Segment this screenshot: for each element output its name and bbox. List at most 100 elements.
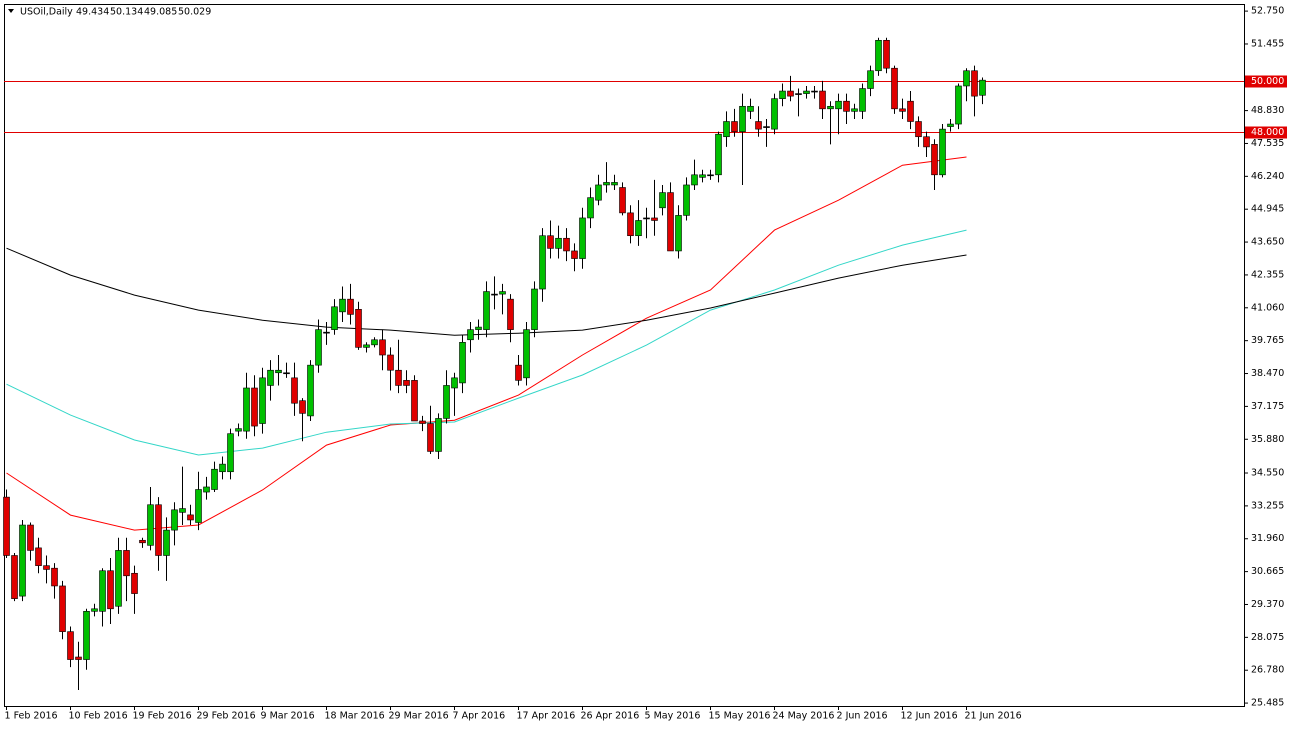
candle-body [43,565,50,570]
candle-body [627,212,634,237]
y-tick-label: 42.355 [1251,269,1284,280]
y-tick-label: 29.370 [1251,599,1284,610]
candle-body [27,524,34,551]
candle-body [187,514,194,521]
candle-body [467,329,474,341]
moving-average [6,229,967,456]
candle-body [571,250,578,259]
candle-body [107,570,114,610]
candle-body [699,174,706,178]
candle-body [931,144,938,176]
candle-body [11,555,18,599]
candle-body [539,235,546,290]
price-level-tag [1245,126,1287,139]
y-tick-label: 25.485 [1251,698,1284,709]
candle-body [651,217,658,221]
candle-body [811,90,818,93]
candle-body [739,105,746,132]
candle-body [907,100,914,122]
candle-body [147,504,154,546]
candle-body [923,136,930,148]
candle-body [939,128,946,176]
candle-body [635,220,642,237]
candle-body [83,611,90,660]
candle-body [979,79,986,96]
price-level-label: 50.000 [1251,76,1284,87]
candle-body [723,121,730,138]
candle-body [555,237,562,249]
candle-body [35,547,42,566]
y-tick-label: 37.175 [1251,401,1284,412]
candle-body [859,88,866,112]
y-tick-label: 47.535 [1251,138,1284,149]
candle-body [563,237,570,252]
candle-body [395,369,402,386]
candle-body [371,339,378,346]
candle-body [619,187,626,214]
candle-body [707,174,714,177]
candle-body [195,489,202,523]
header: USOil,Daily 49.434 50.134 49.085 50.029 [20,7,211,18]
candle-body [475,326,482,330]
y-tick-label: 39.765 [1251,335,1284,346]
candle-body [179,508,186,513]
candle-body [611,182,618,186]
candle-body [803,90,810,94]
y-tick-label: 34.550 [1251,468,1284,479]
candle-body [283,372,290,375]
y-tick-label: 48.830 [1251,105,1284,116]
candle-body [795,93,802,95]
candle-body [915,121,922,138]
candle-body [459,342,466,384]
x-tick-label: 29 Feb 2016 [197,711,256,722]
x-tick-label: 24 May 2016 [773,711,835,722]
candle-body [595,184,602,201]
y-tick-label: 26.780 [1251,665,1284,676]
candle-body [451,377,458,389]
candle-body [875,39,882,72]
candle-body [675,215,682,252]
y-tick-label: 30.665 [1251,566,1284,577]
header-open: 49.434 [76,7,109,18]
candle-body [715,133,722,176]
candle-body [75,656,82,660]
candle-body [19,524,26,597]
price-level-tag [1245,75,1287,88]
candle-body [363,344,370,348]
y-tick-label: 43.650 [1251,237,1284,248]
candle-body [155,504,162,556]
candle-body [99,570,106,612]
x-tick-label: 9 Mar 2016 [261,711,315,722]
candle-body [267,369,274,386]
x-tick-label: 15 May 2016 [709,711,771,722]
candle-body [851,108,858,112]
candle-body [531,288,538,330]
y-tick-label: 35.880 [1251,434,1284,445]
candle-body [291,377,298,404]
x-tick-label: 5 May 2016 [645,711,701,722]
candle-body [379,339,386,356]
x-tick-label: 19 Feb 2016 [133,711,192,722]
candle-body [403,380,410,386]
candle-body [643,217,650,220]
candle-body [667,192,674,252]
candle-body [315,329,322,366]
candle-body [491,293,498,296]
y-tick-label: 31.960 [1251,533,1284,544]
x-tick-label: 26 Apr 2016 [581,711,640,722]
candle-body [163,529,170,556]
candle-body [139,539,146,544]
header-high: 50.134 [110,7,143,18]
candle-body [259,377,266,424]
candle-body [219,463,226,473]
candle-body [963,70,970,87]
candle-body [731,121,738,132]
collapse-arrow [8,9,14,13]
candle-body [523,329,530,379]
candle-body [891,67,898,110]
candle-body [779,90,786,99]
y-tick-label: 52.750 [1251,6,1284,17]
candle-body [307,364,314,417]
candle-body [387,354,394,371]
